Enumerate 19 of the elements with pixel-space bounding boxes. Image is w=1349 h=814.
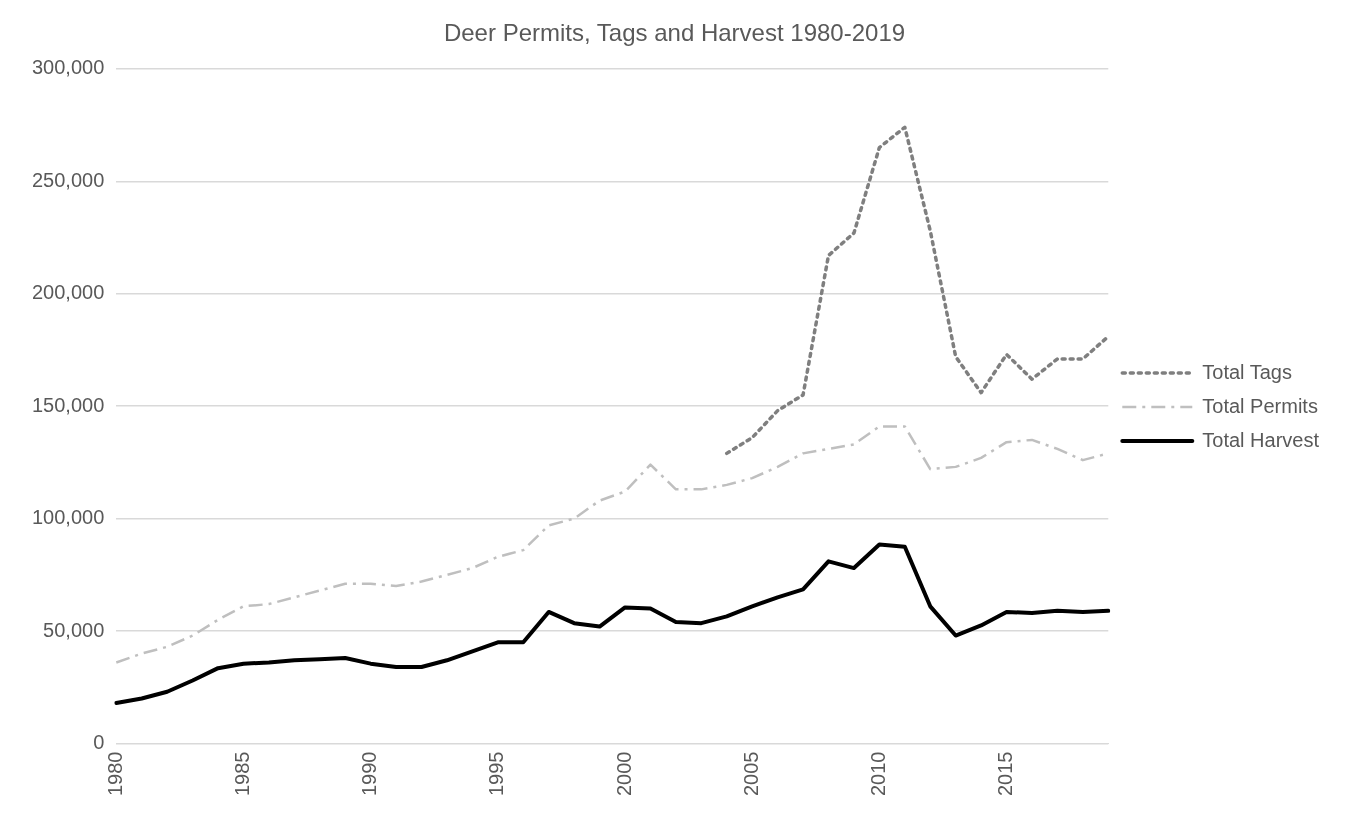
y-tick-label: 250,000 xyxy=(32,168,105,191)
x-tick-label: 1980 xyxy=(103,751,126,797)
y-tick-label: 0 xyxy=(93,731,105,754)
x-tick-label: 1990 xyxy=(358,751,381,797)
x-tick-label: 2005 xyxy=(739,751,762,797)
y-tick-label: 50,000 xyxy=(43,618,105,641)
x-tick-label: 2010 xyxy=(866,751,889,797)
chart-title: Deer Permits, Tags and Harvest 1980-2019 xyxy=(443,19,906,47)
x-tick-label: 1985 xyxy=(230,751,253,797)
legend-label: Total Permits xyxy=(1202,394,1318,417)
x-tick-label: 1995 xyxy=(485,751,508,797)
y-tick-label: 150,000 xyxy=(32,393,105,416)
legend-label: Total Tags xyxy=(1202,360,1292,383)
x-tick-label: 2000 xyxy=(612,751,635,797)
legend-label: Total Harvest xyxy=(1202,428,1320,451)
y-tick-label: 300,000 xyxy=(32,56,105,79)
y-tick-label: 200,000 xyxy=(32,281,105,304)
y-tick-label: 100,000 xyxy=(32,506,105,529)
x-tick-label: 2015 xyxy=(994,751,1017,797)
